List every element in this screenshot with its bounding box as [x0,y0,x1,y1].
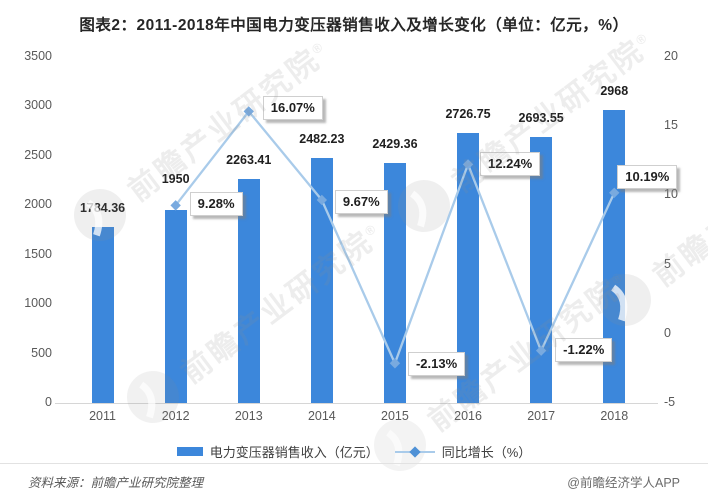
y-axis-left-tick: 500 [31,345,52,360]
growth-value-label: -2.13% [407,352,466,377]
y-axis-right-tick: 20 [664,49,678,63]
bar-value-label: 2482.23 [299,131,345,146]
y-axis-right-tick: 5 [664,256,671,271]
growth-value-label: 9.67% [334,189,388,214]
bar [164,210,187,403]
legend-item-revenue: 电力变压器销售收入（亿元） [176,442,379,461]
x-axis-tick: 2018 [600,409,629,423]
legend-label-revenue: 电力变压器销售收入（亿元） [209,445,379,460]
x-axis-tick: 2011 [89,409,116,423]
legend: 电力变压器销售收入（亿元） 同比增长（%） [0,442,708,461]
x-axis-tick: 2016 [454,409,482,423]
x-axis-tick: 2014 [307,409,336,423]
growth-value-label: -1.22% [555,337,613,362]
source-note: 资料来源：前瞻产业研究院整理 [28,476,204,490]
y-axis-left-tick: 3500 [24,49,52,63]
bar [91,226,114,403]
y-axis-left-tick: 2500 [24,147,52,162]
x-axis-tick: 2012 [161,409,190,423]
y-axis-left-tick: 0 [45,395,52,409]
growth-value-label: 10.19% [617,164,678,189]
bar-swatch-icon [176,447,203,456]
growth-value-label: 16.07% [262,96,323,121]
y-axis-right-tick: 10 [664,187,678,202]
bar-value-label: 2429.36 [372,136,418,151]
bar-value-label: 2693.55 [518,110,564,125]
y-axis-left-tick: 1500 [24,246,52,261]
y-axis-left-tick: 3000 [24,98,52,113]
bar-value-label: 2263.41 [226,153,272,168]
bar-value-label: 2968 [600,83,629,98]
y-axis-left-tick: 1000 [24,296,52,311]
y-axis-right-tick: 15 [664,118,678,133]
footer: 资料来源：前瞻产业研究院整理 @前瞻经济学人APP [0,463,708,491]
legend-label-growth: 同比增长（%） [441,445,532,460]
bar-value-label: 2726.75 [445,107,491,122]
y-axis-right-tick: 0 [664,325,671,340]
bar-value-label: 1950 [161,172,190,187]
bar [310,157,333,403]
x-axis-tick: 2015 [381,409,409,423]
bar-value-label: 1784.36 [79,200,126,215]
line-swatch-icon [394,445,435,458]
y-axis-left-tick: 2000 [24,197,52,212]
credit-note: @前瞻经济学人APP [567,476,680,490]
growth-value-label: 9.28% [189,192,243,217]
x-axis-tick: 2017 [527,409,556,423]
growth-value-label: 12.24% [480,152,541,177]
y-axis-right-tick: -5 [664,395,676,409]
bar [530,136,553,403]
legend-item-growth: 同比增长（%） [394,442,532,461]
chart-title: 图表2：2011-2018年中国电力变压器销售收入及增长变化（单位：亿元，%） [79,17,629,34]
x-axis-tick: 2013 [234,409,263,423]
x-axis-line [55,403,658,404]
